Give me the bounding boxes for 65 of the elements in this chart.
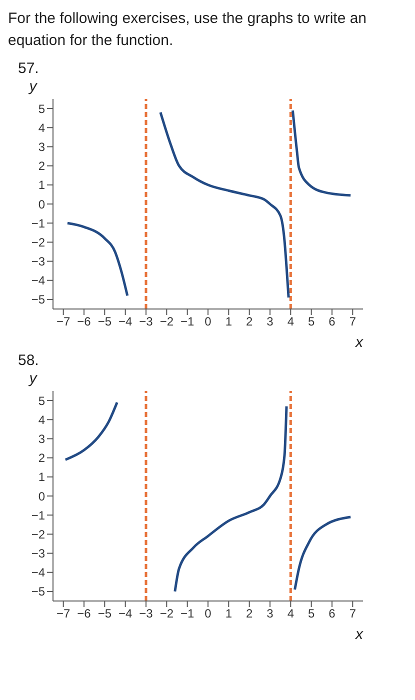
- x-tick-label: 1: [225, 606, 232, 621]
- x-tick-label: −3: [139, 606, 154, 621]
- x-tick-label: −4: [118, 314, 132, 329]
- text: For the following exercises, use the graphs to write an equation for the function.: [8, 9, 368, 51]
- x-tick-label: −2: [160, 314, 174, 329]
- y-tick-label: 2: [38, 451, 46, 466]
- line-series: [64, 401, 118, 461]
- x-tick-label: 5: [308, 606, 315, 621]
- y-tick-label: 4: [38, 120, 46, 135]
- x-tick-label: −7: [56, 314, 70, 329]
- y-tick-label: 1: [38, 470, 46, 484]
- x-tick-label: 4: [287, 314, 294, 329]
- y-tick-label: 1: [38, 178, 46, 192]
- line-series: [159, 111, 290, 299]
- y-tick-label: −5: [31, 584, 46, 599]
- y-tick-label: −1: [31, 508, 46, 522]
- chart-title: 58.: [18, 352, 40, 369]
- x-tick-label: −2: [160, 606, 174, 621]
- x-tick-label: 2: [246, 606, 253, 621]
- x-tick-label: −1: [180, 314, 194, 329]
- x-tick-label: 6: [328, 314, 336, 329]
- y-tick-label: −1: [31, 216, 46, 230]
- y-tick-label: −4: [31, 566, 46, 580]
- line-series: [174, 405, 288, 593]
- y-tick-label: −3: [31, 546, 46, 561]
- x-tick-label: 6: [328, 606, 336, 621]
- x-tick-label: −6: [77, 314, 92, 329]
- x-tick-label: 5: [308, 314, 315, 329]
- y-tick-label: −3: [31, 254, 46, 269]
- x-tick-label: −4: [118, 606, 132, 621]
- x-tick-label: 3: [266, 314, 274, 329]
- y-tick-label: 0: [38, 197, 46, 212]
- line-series: [294, 516, 352, 591]
- x-tick-label: 7: [349, 606, 356, 621]
- x-tick-label: 7: [349, 314, 356, 329]
- x-tick-label: 0: [204, 314, 212, 329]
- y-tick-label: 5: [38, 394, 46, 408]
- y-axis-title: y: [28, 370, 38, 387]
- x-tick-label: −1: [180, 606, 194, 621]
- y-tick-label: 3: [38, 432, 46, 446]
- x-tick-label: −5: [98, 314, 112, 329]
- x-tick-label: −5: [98, 606, 112, 621]
- x-tick-label: 2: [246, 314, 253, 329]
- chart-title: 57.: [18, 60, 40, 77]
- x-tick-label: 0: [204, 606, 212, 621]
- x-axis-title: x: [354, 334, 364, 351]
- x-tick-label: −3: [139, 314, 154, 329]
- line-series: [291, 109, 352, 197]
- x-tick-label: 3: [266, 606, 274, 621]
- y-axis-title: y: [28, 78, 38, 95]
- y-tick-label: −2: [31, 235, 46, 250]
- y-tick-label: 2: [38, 159, 46, 174]
- y-tick-label: 4: [38, 412, 46, 427]
- x-tick-label: −6: [77, 606, 92, 621]
- y-tick-label: 3: [38, 140, 46, 154]
- x-tick-label: −7: [56, 606, 70, 621]
- x-axis-title: x: [354, 626, 364, 643]
- y-tick-label: −4: [31, 274, 46, 288]
- x-tick-label: 4: [287, 606, 294, 621]
- y-tick-label: 5: [38, 102, 46, 116]
- line-series: [66, 222, 129, 297]
- y-tick-label: −5: [31, 292, 46, 307]
- y-tick-label: 0: [38, 489, 46, 504]
- x-tick-label: 1: [225, 314, 232, 329]
- y-tick-label: −2: [31, 527, 46, 542]
